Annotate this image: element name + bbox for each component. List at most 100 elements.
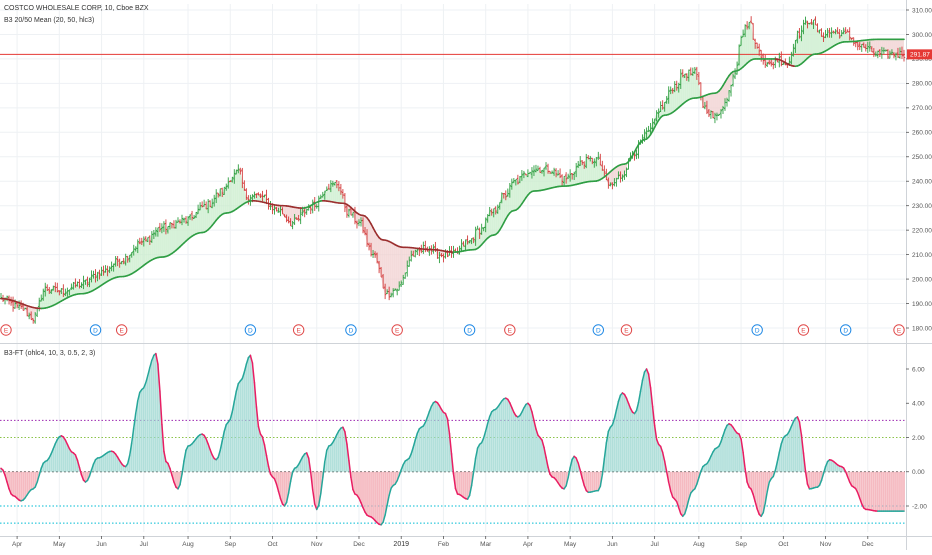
oscillator-histogram-bar (829, 460, 831, 472)
oscillator-histogram-bar (618, 402, 620, 472)
mean-fill-segment (526, 173, 528, 197)
oscillator-histogram-bar (258, 427, 260, 472)
oscillator-histogram-bar (247, 358, 249, 472)
price-bar[interactable] (641, 134, 643, 143)
oscillator-histogram-bar (141, 390, 143, 472)
oscillator-histogram-bar (193, 441, 195, 471)
oscillator-histogram-bar (392, 472, 394, 486)
time-tick-label: Apr (12, 541, 23, 548)
oscillator-histogram-bar (435, 402, 437, 472)
oscillator-histogram-bar (509, 403, 511, 472)
oscillator-histogram-bar (901, 472, 903, 511)
oscillator-histogram-bar (304, 454, 306, 472)
oscillator-histogram-bar (155, 354, 157, 472)
earnings-marker[interactable]: E (1, 325, 11, 335)
oscillator-histogram-bar (487, 423, 489, 471)
oscillator-histogram-bar (730, 425, 732, 472)
oscillator-histogram-bar (97, 458, 99, 472)
time-tick-label: May (564, 541, 577, 548)
price-bar[interactable] (456, 247, 458, 254)
oscillator-histogram-bar (282, 472, 284, 504)
dividend-marker[interactable]: D (840, 325, 850, 335)
earnings-marker[interactable]: E (894, 325, 904, 335)
oscillator-histogram-bar (366, 472, 368, 515)
oscillator-histogram-bar (241, 379, 243, 472)
oscillator-histogram-bar (716, 448, 718, 472)
event-marker-label: D (755, 327, 760, 334)
oscillator-tick-label: 4.00 (912, 401, 925, 408)
oscillator-histogram-bar (225, 425, 227, 472)
oscillator-histogram-bar (354, 472, 356, 494)
oscillator-histogram-bar (145, 383, 147, 472)
mean-fill-segment (717, 91, 719, 115)
price-bar[interactable] (476, 226, 478, 229)
oscillator-histogram-bar (517, 417, 519, 472)
event-marker-label: E (508, 327, 513, 334)
oscillator-histogram (0, 354, 905, 525)
oscillator-histogram-bar (426, 417, 428, 472)
oscillator-histogram-bar (58, 437, 60, 472)
oscillator-header[interactable]: B3-FT (ohlc4, 10, 3, 0.5, 2, 3) (4, 350, 95, 357)
earnings-marker[interactable]: E (392, 325, 402, 335)
event-marker-label: E (120, 327, 125, 334)
oscillator-histogram-bar (519, 416, 521, 472)
dividend-marker[interactable]: D (752, 325, 762, 335)
indicator-header[interactable]: B3 20/50 Mean (20, 50, hlc3) (4, 17, 94, 24)
oscillator-histogram-bar (137, 401, 139, 472)
price-tick-label: 220.00 (912, 227, 932, 234)
time-tick-label: Aug (182, 541, 194, 548)
dividend-marker[interactable]: D (346, 325, 356, 335)
price-bar[interactable] (424, 241, 426, 252)
oscillator-histogram-bar (813, 472, 815, 488)
dividend-marker[interactable]: D (90, 325, 100, 335)
mean-fill-segment (238, 169, 240, 208)
time-tick-label: Dec (353, 541, 365, 548)
oscillator-histogram-bar (871, 472, 873, 511)
symbol-header[interactable]: COSTCO WHOLESALE CORP, 10, Cboe BZX (4, 5, 149, 12)
oscillator-histogram-bar (424, 422, 426, 471)
oscillator-histogram-bar (491, 412, 493, 472)
oscillator-tick-label: 0.00 (912, 469, 925, 476)
oscillator-histogram-bar (797, 417, 799, 472)
event-marker-label: E (4, 327, 9, 334)
mean-fill-segment (807, 23, 809, 58)
oscillator-histogram-bar (501, 401, 503, 472)
oscillator-histogram-bar (499, 404, 501, 472)
event-marker-label: E (296, 327, 301, 334)
oscillator-histogram-bar (362, 472, 364, 508)
oscillator-histogram-bar (22, 472, 24, 500)
earnings-marker[interactable]: E (621, 325, 631, 335)
mean-fill-segment (399, 247, 401, 286)
event-marker-label: D (248, 327, 253, 334)
earnings-marker[interactable]: E (116, 325, 126, 335)
oscillator-histogram-bar (64, 440, 66, 472)
time-tick-label: Jun (607, 541, 618, 548)
event-marker-label: E (801, 327, 806, 334)
oscillator-histogram-bar (26, 472, 28, 495)
oscillator-histogram-bar (463, 472, 465, 498)
earnings-marker[interactable]: E (293, 325, 303, 335)
oscillator-histogram-bar (656, 439, 658, 471)
oscillator-line-segment (170, 468, 172, 475)
oscillator-histogram-bar (20, 472, 22, 501)
mean-fill-segment (140, 242, 142, 268)
dividend-marker[interactable]: D (464, 325, 474, 335)
time-tick-label: Jun (96, 541, 107, 548)
price-tick-label: 300.00 (912, 32, 932, 39)
oscillator-histogram-bar (406, 460, 408, 472)
oscillator-histogram-bar (589, 472, 591, 492)
oscillator-histogram-bar (593, 472, 595, 491)
oscillator-histogram-bar (503, 399, 505, 472)
mean-fill-segment (691, 73, 693, 99)
oscillator-histogram-bar (624, 394, 626, 471)
earnings-marker[interactable]: E (505, 325, 515, 335)
dividend-marker[interactable]: D (593, 325, 603, 335)
oscillator-histogram-bar (724, 430, 726, 472)
oscillator-histogram-bar (857, 472, 859, 493)
oscillator-histogram-bar (626, 398, 628, 472)
oscillator-histogram-bar (899, 472, 901, 511)
dividend-marker[interactable]: D (245, 325, 255, 335)
earnings-marker[interactable]: E (798, 325, 808, 335)
price-tick-label: 210.00 (912, 252, 932, 259)
oscillator-histogram-bar (260, 434, 262, 472)
